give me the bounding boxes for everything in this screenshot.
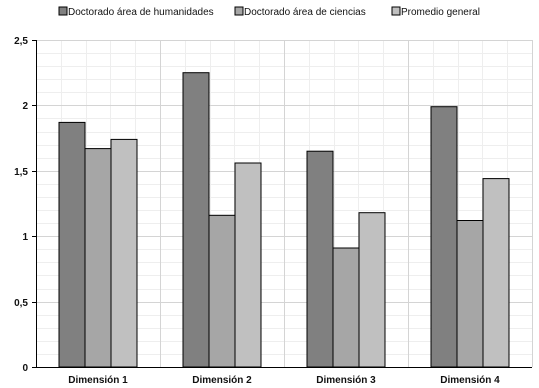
x-category-label: Dimensión 2 <box>192 375 252 386</box>
legend-label: Doctorado área de ciencias <box>244 7 366 18</box>
bar-3-4 <box>482 178 510 368</box>
bar-1-4 <box>430 106 458 368</box>
y-tick-label: 2 <box>22 101 28 112</box>
y-tick-label: 0 <box>22 363 28 374</box>
y-tick-label: 1 <box>22 232 28 243</box>
legend-item: Doctorado área de ciencias <box>234 6 366 18</box>
legend: Doctorado área de humanidades Doctorado á… <box>58 6 480 18</box>
legend-item: Promedio general <box>391 6 480 18</box>
bars <box>58 72 510 368</box>
bar-2-2 <box>208 214 236 368</box>
bar-1-3 <box>306 150 334 368</box>
legend-swatch <box>58 6 68 16</box>
y-tick-label: 2,5 <box>14 36 28 47</box>
bar-2-3 <box>332 247 360 368</box>
legend-item: Doctorado área de humanidades <box>58 6 214 18</box>
bar-1-1 <box>58 121 86 368</box>
bar-3-3 <box>358 212 386 368</box>
bar-3-2 <box>234 162 262 368</box>
legend-label: Doctorado área de humanidades <box>68 7 214 18</box>
x-category-label: Dimensión 4 <box>440 375 500 386</box>
x-axis-categories: Dimensión 1 Dimensión 2 Dimensión 3 Dimensi… <box>68 375 500 386</box>
x-category-label: Dimensión 1 <box>68 375 128 386</box>
bar-2-1 <box>84 148 112 368</box>
legend-swatch <box>234 6 244 16</box>
bar-1-2 <box>182 72 210 368</box>
legend-label: Promedio general <box>401 7 480 18</box>
bar-2-4 <box>456 220 484 368</box>
x-category-label: Dimensión 3 <box>316 375 376 386</box>
y-tick-label: 1,5 <box>14 167 28 178</box>
bar-3-1 <box>110 138 138 368</box>
legend-swatch <box>391 6 401 16</box>
y-axis-ticks: 0 0,5 1 1,5 2 2,5 <box>14 36 28 374</box>
y-tick-label: 0,5 <box>14 298 28 309</box>
